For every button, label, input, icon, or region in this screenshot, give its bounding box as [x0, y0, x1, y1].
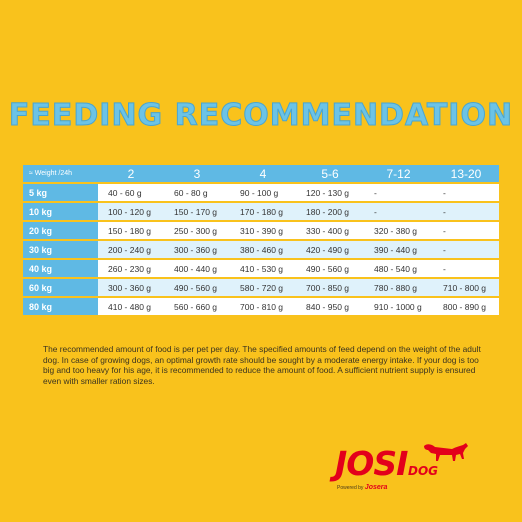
- value-cell: 400 - 440 g: [164, 260, 230, 277]
- value-cell: -: [433, 184, 499, 201]
- column-header: 7-12: [364, 165, 433, 182]
- value-cell: 150 - 180 g: [98, 222, 164, 239]
- value-cell: -: [433, 241, 499, 258]
- value-cell: 150 - 170 g: [164, 203, 230, 220]
- value-cell: 410 - 530 g: [230, 260, 296, 277]
- value-cell: -: [433, 260, 499, 277]
- corner-header: ≈ Weight /24h: [23, 165, 98, 182]
- dog-silhouette-icon: [424, 443, 468, 461]
- value-cell: -: [364, 184, 433, 201]
- page-title: FEEDING RECOMMENDATION: [8, 98, 514, 134]
- powered-by-label: Powered by: [337, 485, 364, 491]
- value-cell: 320 - 380 g: [364, 222, 433, 239]
- value-cell: 480 - 540 g: [364, 260, 433, 277]
- weight-cell: 60 kg: [23, 279, 98, 296]
- value-cell: 780 - 880 g: [364, 279, 433, 296]
- column-header: 3: [164, 165, 230, 182]
- value-cell: 420 - 490 g: [296, 241, 364, 258]
- value-cell: 380 - 460 g: [230, 241, 296, 258]
- weight-cell: 5 kg: [23, 184, 98, 201]
- dog-logo-text: DOG: [408, 464, 439, 478]
- column-header: 5-6: [296, 165, 364, 182]
- value-cell: 410 - 480 g: [98, 298, 164, 315]
- weight-cell: 80 kg: [23, 298, 98, 315]
- josi-logo-text: JOSI: [335, 444, 408, 483]
- weight-cell: 40 kg: [23, 260, 98, 277]
- value-cell: 800 - 890 g: [433, 298, 499, 315]
- value-cell: 60 - 80 g: [164, 184, 230, 201]
- value-cell: 250 - 300 g: [164, 222, 230, 239]
- value-cell: -: [433, 222, 499, 239]
- value-cell: 490 - 560 g: [296, 260, 364, 277]
- value-cell: 700 - 810 g: [230, 298, 296, 315]
- value-cell: 310 - 390 g: [230, 222, 296, 239]
- value-cell: 330 - 400 g: [296, 222, 364, 239]
- value-cell: 910 - 1000 g: [364, 298, 433, 315]
- value-cell: 260 - 230 g: [98, 260, 164, 277]
- value-cell: 580 - 720 g: [230, 279, 296, 296]
- value-cell: 560 - 660 g: [164, 298, 230, 315]
- column-header: 4: [230, 165, 296, 182]
- table-row: 80 kg 410 - 480 g 560 - 660 g 700 - 810 …: [23, 298, 499, 315]
- table-row: 30 kg 200 - 240 g 300 - 360 g 380 - 460 …: [23, 241, 499, 258]
- table-row: 60 kg 300 - 360 g 490 - 560 g 580 - 720 …: [23, 279, 499, 296]
- table-row: 5 kg 40 - 60 g 60 - 80 g 90 - 100 g 120 …: [23, 184, 499, 201]
- value-cell: 710 - 800 g: [433, 279, 499, 296]
- value-cell: 200 - 240 g: [98, 241, 164, 258]
- table-row: 20 kg 150 - 180 g 250 - 300 g 310 - 390 …: [23, 222, 499, 239]
- value-cell: 90 - 100 g: [230, 184, 296, 201]
- value-cell: 170 - 180 g: [230, 203, 296, 220]
- column-header: 13-20: [433, 165, 499, 182]
- feeding-table: ≈ Weight /24h 2 3 4 5-6 7-12 13-20 5 kg …: [23, 163, 499, 317]
- value-cell: 40 - 60 g: [98, 184, 164, 201]
- table-row: 40 kg 260 - 230 g 400 - 440 g 410 - 530 …: [23, 260, 499, 277]
- value-cell: 840 - 950 g: [296, 298, 364, 315]
- value-cell: 100 - 120 g: [98, 203, 164, 220]
- value-cell: 300 - 360 g: [98, 279, 164, 296]
- value-cell: -: [433, 203, 499, 220]
- value-cell: 490 - 560 g: [164, 279, 230, 296]
- value-cell: 180 - 200 g: [296, 203, 364, 220]
- table-header-row: ≈ Weight /24h 2 3 4 5-6 7-12 13-20: [23, 165, 499, 182]
- value-cell: 120 - 130 g: [296, 184, 364, 201]
- value-cell: 300 - 360 g: [164, 241, 230, 258]
- value-cell: 390 - 440 g: [364, 241, 433, 258]
- weight-cell: 30 kg: [23, 241, 98, 258]
- josera-brand: Josera: [364, 484, 388, 491]
- weight-cell: 20 kg: [23, 222, 98, 239]
- powered-by: Powered by Josera: [337, 484, 387, 491]
- weight-cell: 10 kg: [23, 203, 98, 220]
- column-header: 2: [98, 165, 164, 182]
- feeding-note: The recommended amount of food is per pe…: [43, 344, 481, 387]
- value-cell: 700 - 850 g: [296, 279, 364, 296]
- value-cell: -: [364, 203, 433, 220]
- table-row: 10 kg 100 - 120 g 150 - 170 g 170 - 180 …: [23, 203, 499, 220]
